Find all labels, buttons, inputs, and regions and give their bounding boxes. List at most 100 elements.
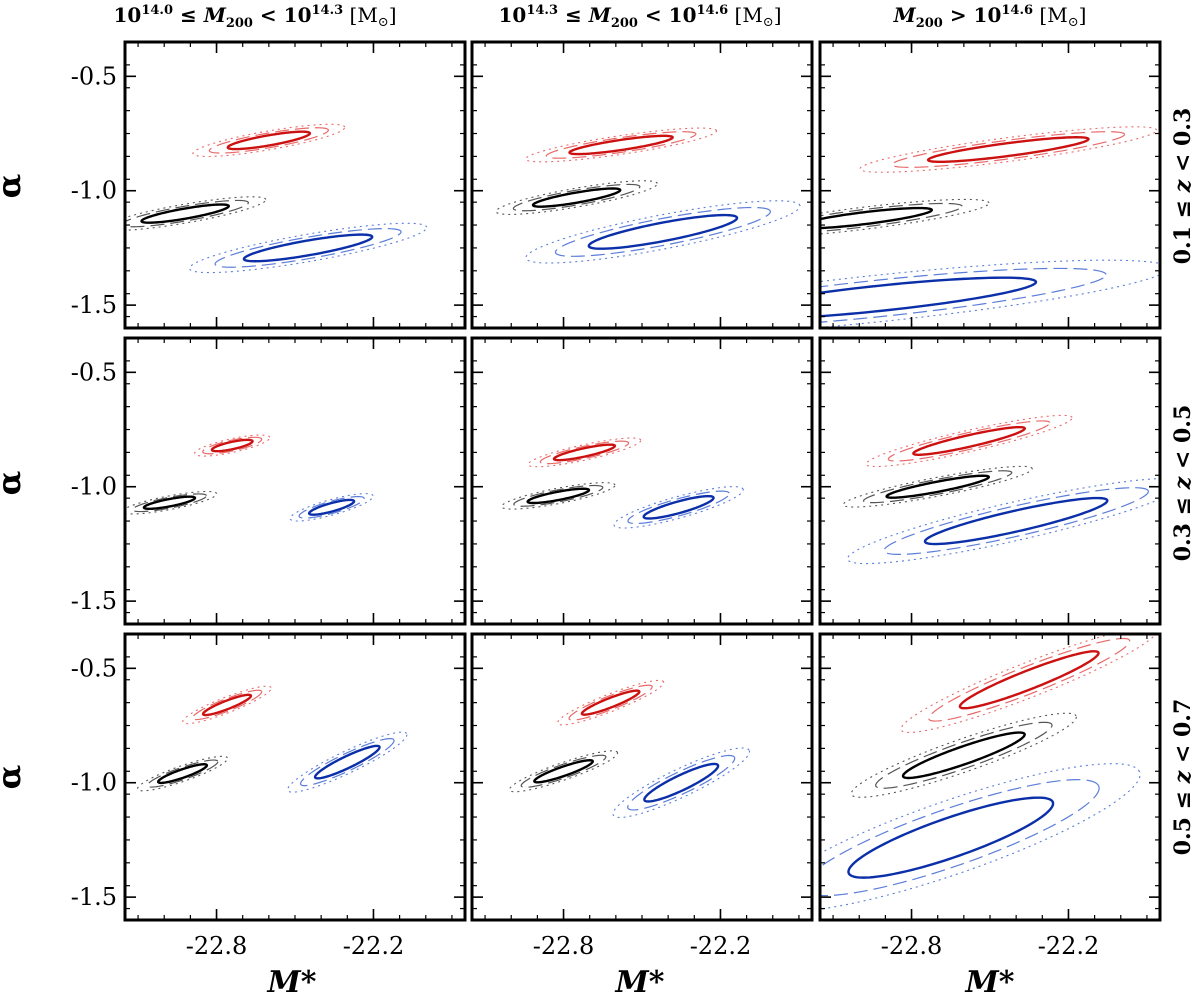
blue-contour-2sigma bbox=[883, 487, 1149, 555]
row-title-1: 0.1 ≤ z < 0.3 bbox=[1170, 108, 1196, 265]
contours bbox=[125, 123, 428, 274]
y-axis-label-row-1: α bbox=[0, 174, 28, 199]
black-contour-3sigma bbox=[125, 196, 267, 231]
blue-contour-1sigma bbox=[643, 762, 720, 803]
black-contour-2sigma bbox=[131, 493, 208, 513]
panel-frame bbox=[123, 336, 467, 626]
black-contour-2sigma bbox=[513, 484, 604, 507]
panel-r3-c1: -22.8 -22.2 -0.5 -1.0 -1.5 bbox=[71, 632, 467, 960]
y-tick-label: -0.5 bbox=[71, 358, 117, 386]
blue-contour-2sigma bbox=[554, 206, 771, 257]
red-contour-3sigma bbox=[525, 127, 718, 163]
black-contour-1sigma bbox=[156, 763, 209, 785]
black-contour-3sigma bbox=[842, 465, 1033, 508]
blue-contour-2sigma bbox=[820, 267, 1107, 323]
red-contour-3sigma bbox=[865, 414, 1073, 468]
black-contour-3sigma bbox=[850, 712, 1077, 798]
column-titles: 1014.0 ≤ M200 < 1014.3 [M⊙] 1014.3 ≤ M20… bbox=[113, 3, 1086, 31]
blue-contour-3sigma bbox=[188, 222, 428, 274]
panel-r2-c3 bbox=[818, 336, 1162, 626]
blue-contour-3sigma bbox=[612, 747, 751, 818]
black-contour-1sigma bbox=[526, 487, 591, 505]
black-contour-2sigma bbox=[820, 202, 963, 232]
red-contour-3sigma bbox=[859, 126, 1158, 173]
black-contour-1sigma bbox=[533, 759, 594, 784]
blue-contour-3sigma bbox=[613, 486, 744, 529]
panel-frame bbox=[818, 40, 1162, 330]
blue-contour-3sigma bbox=[289, 493, 374, 522]
x-tick-label: -22.8 bbox=[186, 932, 248, 960]
panel-r1-c1: -0.5 -1.0 -1.5 bbox=[71, 40, 467, 330]
red-contour-2sigma bbox=[928, 637, 1131, 722]
panel-r1-c2 bbox=[470, 40, 814, 330]
red-contour-2sigma bbox=[545, 131, 697, 159]
blue-contour-2sigma bbox=[820, 779, 1100, 897]
blue-contour-3sigma bbox=[525, 200, 801, 264]
blue-contour-1sigma bbox=[642, 494, 715, 520]
red-contour-1sigma bbox=[226, 130, 312, 151]
black-contour-1sigma bbox=[820, 206, 934, 230]
x-axis-label-col-3: M* bbox=[965, 965, 1015, 1000]
black-contour-3sigma bbox=[820, 198, 990, 235]
x-axis-label-col-2: M* bbox=[615, 965, 665, 1000]
panel-frame bbox=[470, 336, 814, 626]
red-contour-2sigma bbox=[208, 127, 329, 154]
contours bbox=[508, 679, 751, 818]
panel-grid: -0.5 -1.0 -1.5 -0.5 -1.0 -1.5 -22.8 -22.2 -0.5 -1… bbox=[71, 40, 1162, 960]
blue-contour-2sigma bbox=[214, 228, 402, 268]
col-title-3: M200 > 1014.6 [M⊙] bbox=[893, 3, 1087, 31]
contours bbox=[495, 127, 801, 264]
contours bbox=[842, 414, 1160, 565]
black-contour-2sigma bbox=[875, 721, 1053, 789]
blue-contour-1sigma bbox=[313, 744, 381, 780]
red-contour-1sigma bbox=[926, 136, 1090, 164]
y-tick-label: -0.5 bbox=[71, 654, 117, 682]
blue-contour-1sigma bbox=[923, 496, 1109, 546]
y-tick-label: -1.0 bbox=[71, 177, 117, 205]
blue-contour-2sigma bbox=[627, 754, 736, 811]
panel-frame bbox=[470, 632, 814, 922]
red-contour-3sigma bbox=[182, 685, 272, 725]
blue-contour-3sigma bbox=[820, 259, 1160, 328]
red-contour-1sigma bbox=[552, 443, 617, 462]
y-axis-label-row-3: α bbox=[0, 765, 28, 790]
red-contour-2sigma bbox=[568, 684, 653, 721]
blue-contour-1sigma bbox=[820, 276, 1038, 318]
black-contour-1sigma bbox=[142, 495, 197, 511]
red-contour-3sigma bbox=[192, 123, 346, 158]
red-contour-1sigma bbox=[958, 650, 1100, 710]
contours bbox=[820, 634, 1157, 910]
black-contour-2sigma bbox=[146, 759, 219, 788]
y-tick-label: -1.5 bbox=[71, 883, 117, 911]
y-tick-label: -1.0 bbox=[71, 769, 117, 797]
contours bbox=[820, 126, 1160, 328]
panel-r2-c2 bbox=[470, 336, 814, 626]
blue-contour-1sigma bbox=[587, 213, 739, 250]
black-contour-1sigma bbox=[901, 731, 1026, 780]
contours bbox=[136, 685, 408, 793]
panel-frame bbox=[818, 336, 1162, 626]
black-contour-3sigma bbox=[508, 750, 619, 793]
black-contour-3sigma bbox=[136, 755, 229, 792]
x-tick-label: -22.2 bbox=[343, 932, 405, 960]
y-axis-labels: α α α bbox=[0, 174, 28, 790]
contours bbox=[125, 434, 374, 522]
red-contour-2sigma bbox=[887, 420, 1051, 462]
x-tick-label: -22.2 bbox=[690, 932, 752, 960]
red-contour-1sigma bbox=[912, 425, 1026, 456]
blue-contour-2sigma bbox=[627, 490, 730, 525]
y-tick-label: -0.5 bbox=[71, 62, 117, 90]
x-axis-labels: M* M* M* bbox=[267, 965, 1015, 1000]
blue-contour-1sigma bbox=[847, 796, 1055, 879]
blue-contour-1sigma bbox=[242, 233, 374, 263]
black-contour-3sigma bbox=[501, 482, 616, 510]
panel-r2-c1: -0.5 -1.0 -1.5 bbox=[71, 336, 467, 626]
contours bbox=[501, 437, 744, 529]
red-contour-1sigma bbox=[580, 689, 641, 716]
black-contour-2sigma bbox=[520, 754, 607, 788]
blue-contour-2sigma bbox=[299, 737, 395, 787]
x-tick-label: -22.2 bbox=[1038, 932, 1100, 960]
row-title-3: 0.5 ≤ z < 0.7 bbox=[1170, 699, 1196, 856]
x-tick-label: -22.8 bbox=[881, 932, 943, 960]
